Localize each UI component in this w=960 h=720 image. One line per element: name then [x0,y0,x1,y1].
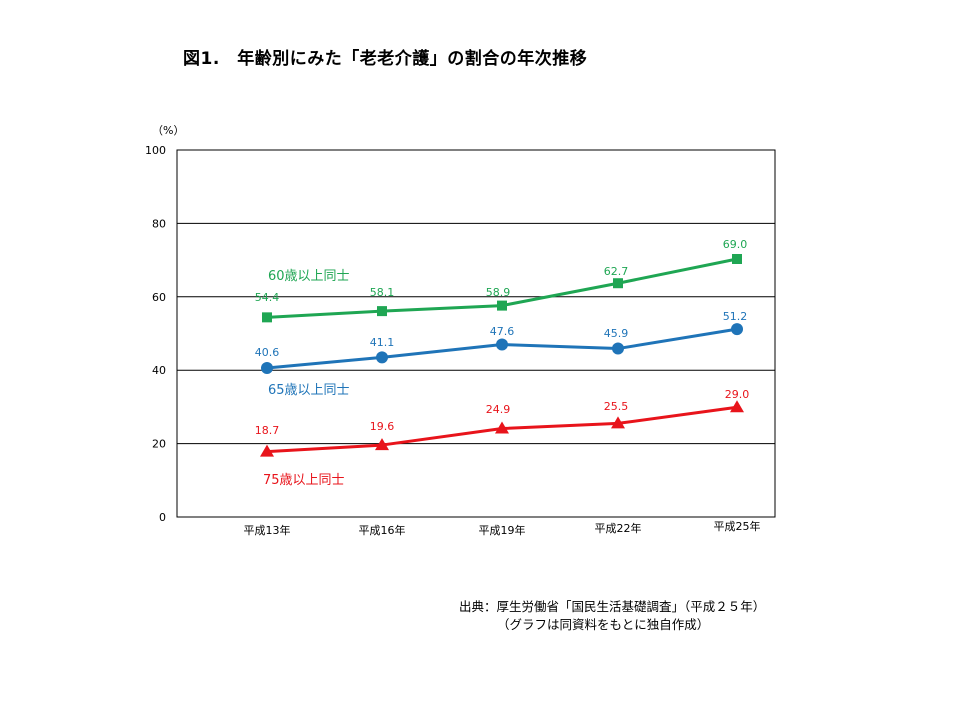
y-tick-label: 100 [145,144,166,157]
series-name-label: 75歳以上同士 [263,473,345,488]
x-tick-label: 平成22年 [595,521,642,535]
data-label: 45.9 [604,327,629,340]
series-2: 40.6 41.1 47.6 45.9 51.2 65歳以上同士 [255,310,748,398]
source-citation: 出典：厚生労働省「国民生活基礎調査」（平成２５年） （グラフは同資料をもとに独自… [459,598,765,634]
data-label: 19.6 [370,420,395,433]
data-point-square [497,300,507,311]
data-label: 58.9 [486,286,511,299]
data-point-triangle [611,416,625,429]
gridlines [177,222,775,445]
data-label: 58.1 [370,286,395,299]
data-label: 47.6 [490,325,515,338]
y-tick-label: 0 [159,511,166,524]
data-point-square [377,306,387,317]
data-point-square [613,278,623,289]
data-label: 41.1 [370,336,395,349]
y-tick-label: 20 [152,438,166,451]
x-tick-label: 平成16年 [359,523,406,537]
source-text: 出典：厚生労働省「国民生活基礎調査」（平成２５年） [459,599,766,614]
data-label: 51.2 [723,310,748,323]
data-label: 18.7 [255,424,280,437]
x-tick-label: 平成25年 [714,519,761,533]
x-tick-label: 平成13年 [244,523,291,537]
plot-area-frame [176,149,776,518]
data-point-circle [496,338,508,351]
data-point-triangle [260,444,274,457]
data-label: 25.5 [604,400,629,413]
y-tick-label: 80 [152,217,166,230]
data-point-circle [261,361,273,374]
data-point-triangle [495,421,509,434]
data-label: 69.0 [723,238,748,251]
data-point-square [732,253,742,264]
series-name-label: 65歳以上同士 [268,383,350,398]
data-label: 24.9 [486,403,511,416]
data-point-triangle [375,438,389,451]
y-unit-label: （%） [152,124,184,137]
series-3: 18.7 19.6 24.9 25.5 29.0 75歳以上同士 [255,388,750,488]
data-point-circle [376,351,388,364]
data-point-circle [731,323,743,336]
data-point-triangle [730,400,744,413]
series-1: 54.4 58.1 58.9 62.7 69.0 60歳以上同士 [255,238,748,323]
data-label: 29.0 [725,388,750,401]
x-tick-label: 平成19年 [479,523,526,537]
y-tick-label: 60 [152,291,166,304]
page-title: 図1. 年齢別にみた「老老介護」の割合の年次推移 [183,49,588,69]
data-point-square [262,312,272,323]
data-label: 54.4 [255,291,280,304]
data-label: 40.6 [255,346,280,359]
data-point-circle [612,342,624,355]
series-name-label: 60歳以上同士 [268,269,350,284]
data-label: 62.7 [604,265,629,278]
source-note: （グラフは同資料をもとに独自作成） [497,617,710,632]
y-tick-label: 40 [152,364,166,377]
axes: 0 20 40 60 80 100 （%） 平成13年 平成16年 平成19年 平成22年 平成25年 [145,124,761,537]
